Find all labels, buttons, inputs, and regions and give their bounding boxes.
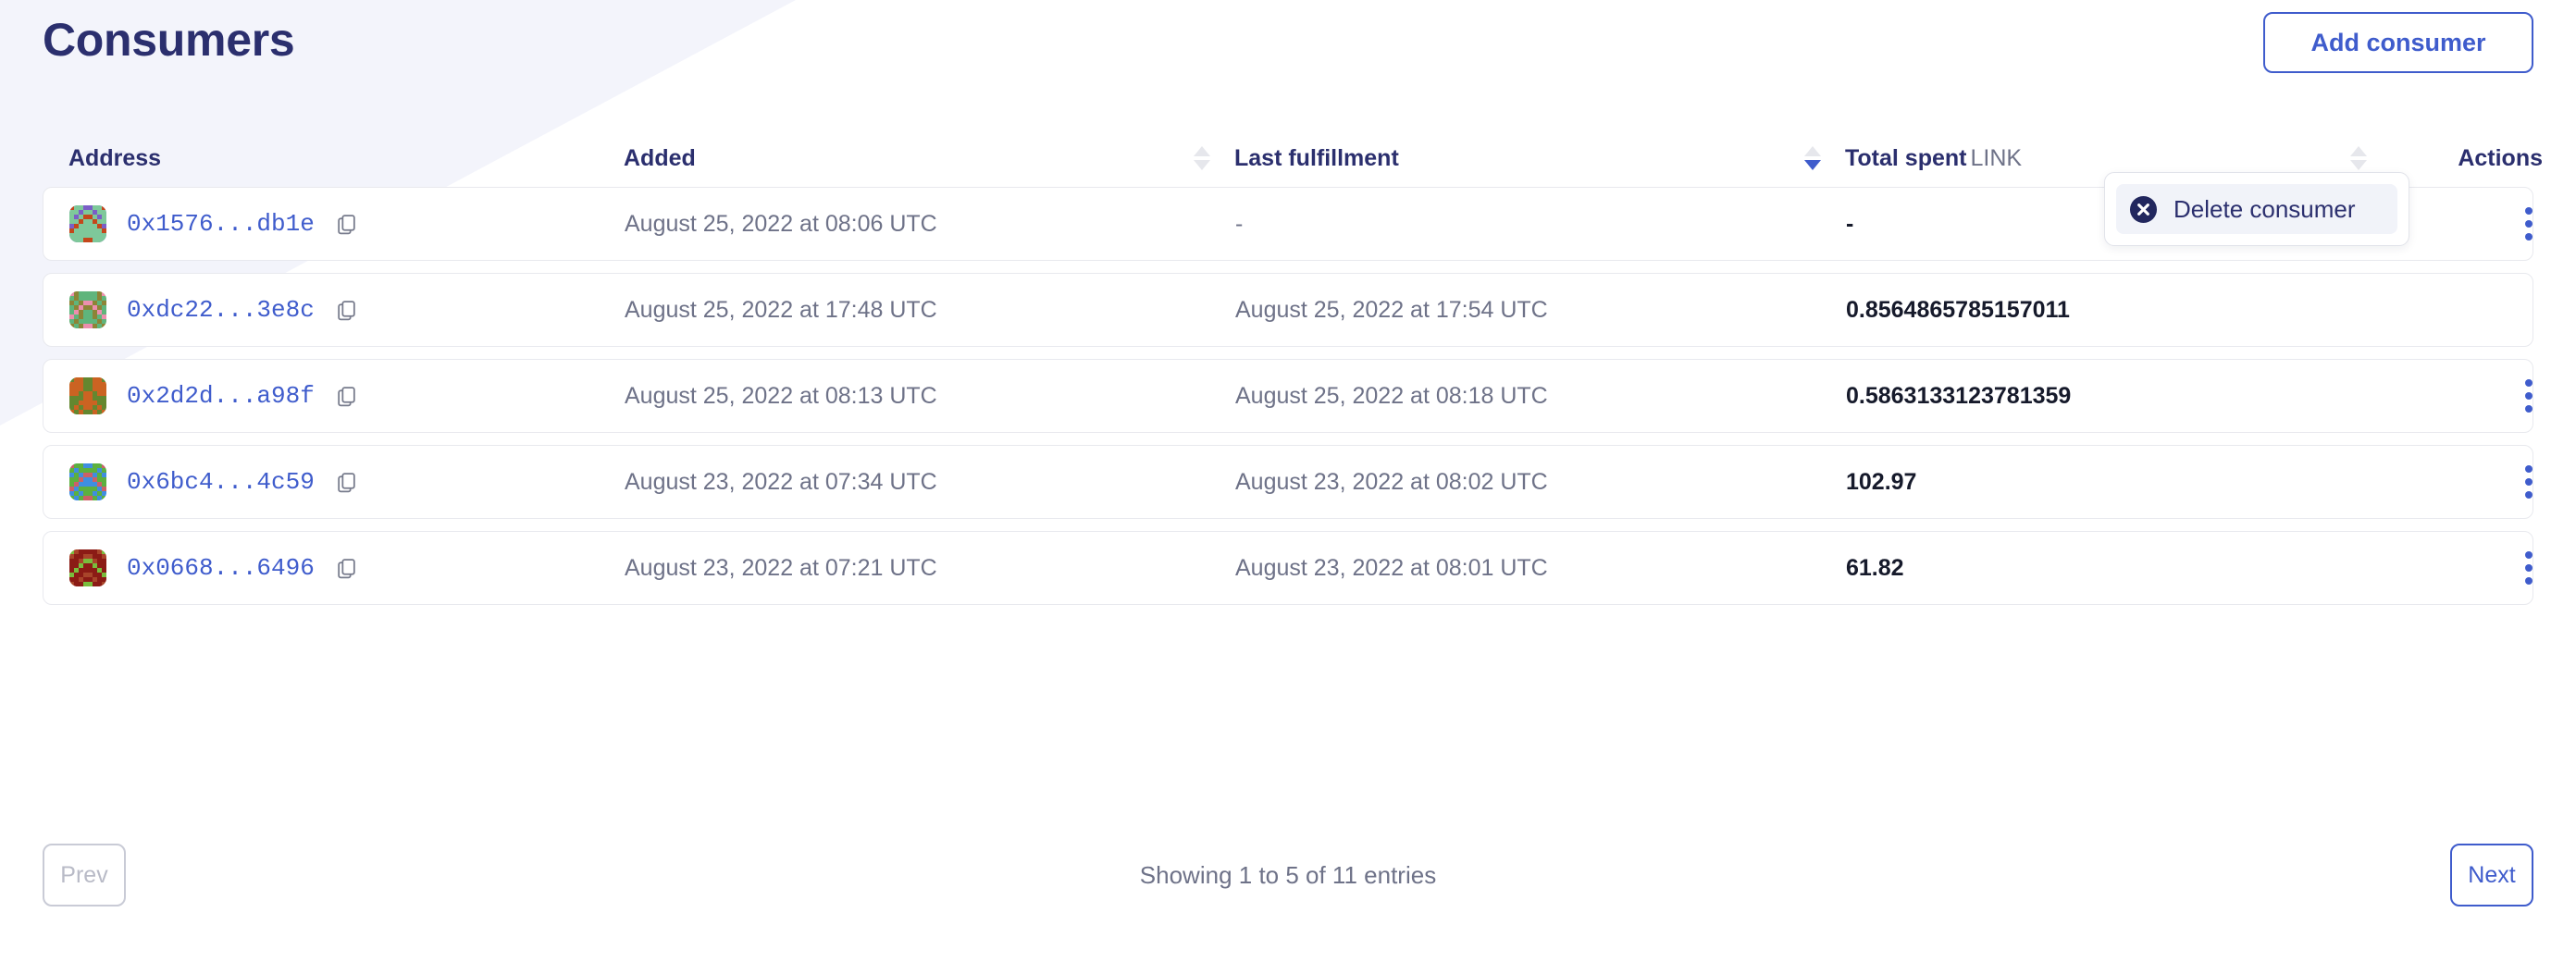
kebab-dot xyxy=(2525,220,2533,228)
table-row: 0x0668...6496 August 23, 2022 at 07:21 UT… xyxy=(43,531,2533,605)
sort-ascending-arrow-icon xyxy=(1194,146,1210,156)
table-body: 0x1576...db1e August 25, 2022 at 08:06 UT… xyxy=(43,187,2533,605)
kebab-dot xyxy=(2525,564,2533,572)
column-header-added-label: Added xyxy=(624,144,696,171)
sort-ascending-arrow-icon xyxy=(1804,146,1821,156)
delete-consumer-menu-item[interactable]: Delete consumer xyxy=(2116,184,2397,234)
cell-added: August 23, 2022 at 07:21 UTC xyxy=(625,554,937,581)
cell-total-spent: 0.8564865785157011 xyxy=(1846,296,2070,323)
copy-icon[interactable] xyxy=(335,557,358,580)
prev-page-button[interactable]: Prev xyxy=(43,844,126,906)
address-link[interactable]: 0x6bc4...4c59 xyxy=(127,468,315,496)
delete-consumer-label: Delete consumer xyxy=(2174,194,2356,223)
row-actions-kebab-icon[interactable] xyxy=(2508,546,2549,590)
column-header-actions-label: Actions xyxy=(2458,144,2543,171)
address-identicon xyxy=(69,549,106,586)
copy-icon[interactable] xyxy=(335,299,358,322)
copy-icon[interactable] xyxy=(335,213,358,236)
table-row: 0x6bc4...4c59 August 23, 2022 at 07:34 UT… xyxy=(43,445,2533,519)
cell-total-spent: 0.5863133123781359 xyxy=(1846,382,2072,409)
sort-descending-arrow-icon xyxy=(1194,160,1210,170)
cell-actions xyxy=(2392,374,2560,418)
address-identicon xyxy=(69,377,106,414)
column-header-last-fulfillment-label: Last fulfillment xyxy=(1234,144,1399,171)
sort-icon-total-spent[interactable] xyxy=(2350,146,2367,170)
cell-total-spent: 102.97 xyxy=(1846,468,1917,495)
row-actions-kebab-icon[interactable] xyxy=(2508,374,2549,418)
address-link[interactable]: 0x2d2d...a98f xyxy=(127,382,315,410)
sort-ascending-arrow-icon xyxy=(2350,146,2367,156)
cell-address: 0x2d2d...a98f xyxy=(69,377,625,414)
cell-last-fulfillment: August 23, 2022 at 08:02 UTC xyxy=(1235,468,1548,495)
cell-actions xyxy=(2392,546,2560,590)
cell-total-spent: 61.82 xyxy=(1846,554,1904,581)
pagination-status-text: Showing 1 to 5 of 11 entries xyxy=(1139,860,1437,889)
cell-last-fulfillment: August 25, 2022 at 08:18 UTC xyxy=(1235,382,1548,409)
column-header-total-spent-unit: LINK xyxy=(1970,144,2023,171)
next-page-button[interactable]: Next xyxy=(2450,844,2533,906)
copy-icon[interactable] xyxy=(335,471,358,494)
address-identicon xyxy=(69,205,106,242)
page-title: Consumers xyxy=(43,14,295,66)
sort-descending-arrow-icon xyxy=(1804,160,1821,170)
kebab-dot xyxy=(2525,207,2533,215)
cell-address: 0xdc22...3e8c xyxy=(69,291,625,328)
circle-x-icon xyxy=(2129,195,2158,223)
address-link[interactable]: 0xdc22...3e8c xyxy=(127,296,315,324)
cell-total-spent: - xyxy=(1846,210,1854,237)
kebab-dot xyxy=(2525,465,2533,473)
cell-added: August 25, 2022 at 08:13 UTC xyxy=(625,382,937,409)
column-header-total-spent-label: Total spent xyxy=(1845,144,1967,171)
address-identicon xyxy=(69,463,106,500)
cell-actions xyxy=(2392,460,2560,504)
kebab-dot xyxy=(2525,379,2533,387)
address-link[interactable]: 0x1576...db1e xyxy=(127,210,315,238)
column-header-actions: Actions xyxy=(2391,145,2559,172)
page-header: Consumers Add consumer xyxy=(0,0,2576,102)
cell-address: 0x0668...6496 xyxy=(69,549,625,586)
column-header-address: Address xyxy=(68,145,624,172)
kebab-dot xyxy=(2525,491,2533,499)
actions-dropdown-menu: Delete consumer xyxy=(2104,172,2409,246)
cell-address: 0x6bc4...4c59 xyxy=(69,463,625,500)
table-row: 0x2d2d...a98f August 25, 2022 at 08:13 UT… xyxy=(43,359,2533,433)
kebab-dot xyxy=(2525,478,2533,486)
column-header-total-spent[interactable]: Total spent LINK xyxy=(1845,145,2391,172)
cell-last-fulfillment: - xyxy=(1235,210,1244,237)
sort-icon-last-fulfillment[interactable] xyxy=(1804,146,1821,170)
column-header-address-label: Address xyxy=(68,144,162,171)
kebab-dot xyxy=(2525,392,2533,400)
copy-icon[interactable] xyxy=(335,385,358,408)
kebab-dot xyxy=(2525,405,2533,413)
cell-last-fulfillment: August 23, 2022 at 08:01 UTC xyxy=(1235,554,1548,581)
row-actions-kebab-icon[interactable] xyxy=(2508,460,2549,504)
column-header-last-fulfillment[interactable]: Last fulfillment xyxy=(1234,145,1845,172)
sort-descending-arrow-icon xyxy=(2350,160,2367,170)
column-header-added[interactable]: Added xyxy=(624,145,1234,172)
pagination-bar: Prev Showing 1 to 5 of 11 entries Next xyxy=(43,844,2533,906)
address-link[interactable]: 0x0668...6496 xyxy=(127,554,315,582)
cell-added: August 25, 2022 at 08:06 UTC xyxy=(625,210,937,237)
row-actions-kebab-icon[interactable] xyxy=(2508,202,2549,246)
table-row: 0xdc22...3e8c August 25, 2022 at 17:48 UT… xyxy=(43,273,2533,347)
address-identicon xyxy=(69,291,106,328)
kebab-dot xyxy=(2525,577,2533,585)
kebab-dot xyxy=(2525,233,2533,240)
cell-added: August 25, 2022 at 17:48 UTC xyxy=(625,296,937,323)
cell-last-fulfillment: August 25, 2022 at 17:54 UTC xyxy=(1235,296,1548,323)
cell-added: August 23, 2022 at 07:34 UTC xyxy=(625,468,937,495)
kebab-dot xyxy=(2525,551,2533,559)
add-consumer-button[interactable]: Add consumer xyxy=(2263,12,2533,73)
cell-address: 0x1576...db1e xyxy=(69,205,625,242)
sort-icon-added[interactable] xyxy=(1194,146,1210,170)
cell-actions xyxy=(2392,202,2560,246)
